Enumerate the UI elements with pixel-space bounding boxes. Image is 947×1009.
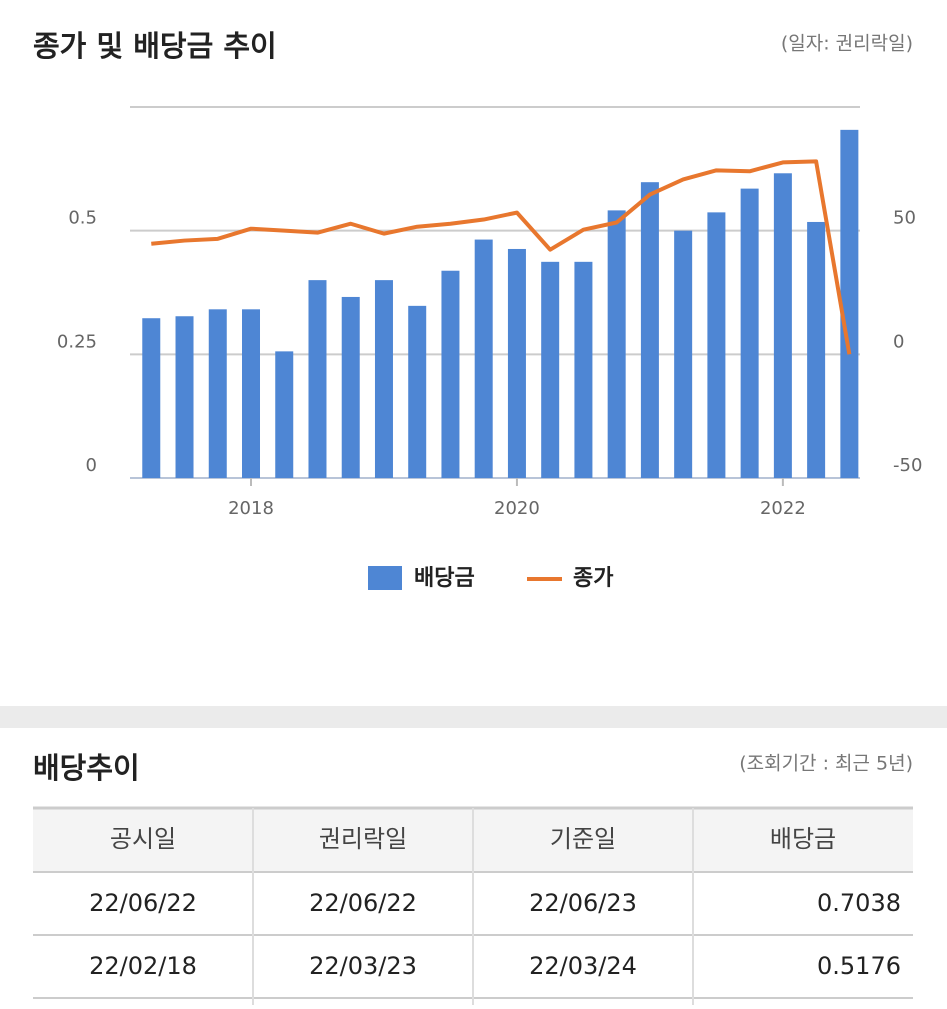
table-header: 공시일 — [110, 825, 176, 853]
bar — [640, 182, 659, 478]
line — [151, 159, 852, 355]
table-cell: 22/06/23 — [529, 889, 637, 917]
bar — [308, 280, 327, 478]
separator — [0, 706, 947, 728]
table-cell: 0.5176 — [817, 952, 901, 980]
period-note: (조회기간 : 최근 5년) — [739, 753, 913, 775]
table-cell: 22/06/22 — [89, 889, 197, 917]
legend-label: 종가 — [573, 566, 613, 591]
table-header: 배당금 — [770, 825, 836, 853]
table-header: 기준일 — [550, 825, 616, 853]
date-note: (일자: 권리락일) — [781, 33, 913, 55]
x-tick-label: 2018 — [228, 498, 274, 519]
bar — [740, 188, 759, 478]
bar — [208, 309, 227, 478]
y-tick-label: 0 — [86, 455, 97, 476]
bar — [607, 210, 626, 479]
table-cell: 22/03/24 — [529, 952, 637, 980]
table-cell: 22/02/18 — [89, 952, 197, 980]
table-cell: 22/03/23 — [309, 952, 417, 980]
y-tick-label: 0.25 — [57, 331, 97, 352]
y2-tick-label: 0 — [893, 331, 904, 352]
y2-tick-label: 50 — [893, 208, 916, 229]
legend-swatch — [368, 566, 402, 590]
bar — [807, 221, 826, 478]
bar — [674, 230, 693, 478]
dividend-table: 공시일 권리락일 기준일 배당금 22/06/22 22/06/22 22/06/23 0.7… — [33, 806, 913, 1005]
bar — [840, 129, 859, 478]
bar — [474, 239, 493, 478]
chart-title: 종가 및 배당금 추이 — [33, 29, 277, 63]
table-header: 권리락일 — [319, 825, 407, 853]
bar — [707, 212, 726, 478]
table-cell: 0.7038 — [817, 889, 901, 917]
legend-label: 배당금 — [414, 566, 475, 591]
x-tick-label: 2020 — [494, 498, 540, 519]
y-tick-label: 0.5 — [68, 208, 97, 229]
bar — [574, 261, 593, 478]
bar — [441, 270, 460, 478]
bar — [541, 261, 560, 478]
bar — [275, 351, 294, 478]
bar — [408, 305, 427, 478]
bar — [773, 173, 792, 478]
bar — [507, 248, 526, 478]
table-cell: 22/06/22 — [309, 889, 417, 917]
bar — [142, 318, 161, 478]
section-title: 배당추이 — [33, 751, 140, 785]
bar — [374, 280, 393, 478]
bar — [242, 309, 261, 478]
x-tick-label: 2022 — [760, 498, 806, 519]
bar — [341, 296, 360, 478]
y2-tick-label: -50 — [893, 455, 922, 476]
bar — [175, 316, 194, 478]
